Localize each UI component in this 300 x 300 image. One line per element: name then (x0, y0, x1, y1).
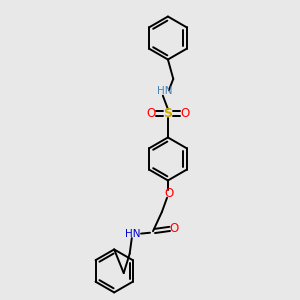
Text: HN: HN (157, 86, 172, 97)
Text: O: O (146, 107, 155, 120)
Text: S: S (164, 107, 172, 120)
Text: O: O (170, 222, 179, 235)
Text: O: O (164, 188, 173, 200)
Text: HN: HN (125, 229, 140, 239)
Text: O: O (181, 107, 190, 120)
